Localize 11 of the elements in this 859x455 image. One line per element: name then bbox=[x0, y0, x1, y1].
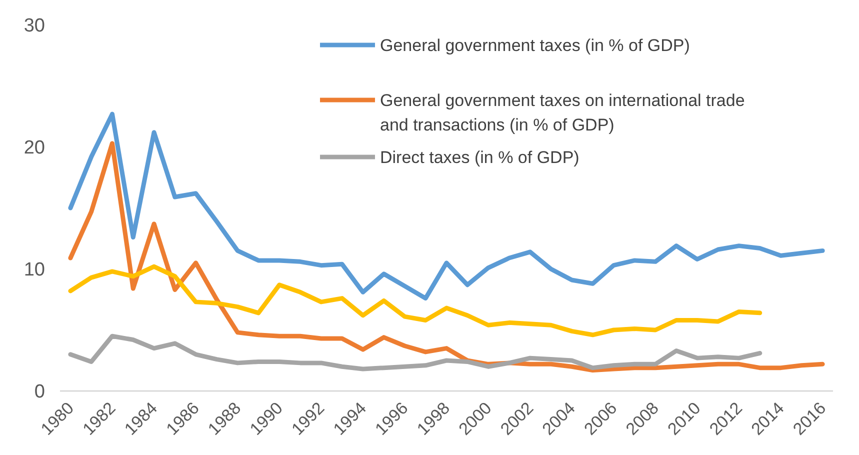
y-tick-label: 10 bbox=[24, 260, 45, 281]
legend-label: Direct taxes (in % of GDP) bbox=[380, 148, 580, 167]
legend-label: General government taxes (in % of GDP) bbox=[380, 36, 690, 55]
line-series bbox=[68, 112, 825, 301]
line-series bbox=[68, 141, 825, 373]
y-tick-label: 0 bbox=[34, 382, 45, 403]
line-series bbox=[68, 334, 762, 372]
line-series bbox=[68, 264, 762, 338]
legend-label: General government taxes on international trade and transactions (in % of GDP) bbox=[380, 90, 745, 135]
y-tick-label: 20 bbox=[24, 138, 45, 159]
y-tick-label: 30 bbox=[24, 16, 45, 37]
